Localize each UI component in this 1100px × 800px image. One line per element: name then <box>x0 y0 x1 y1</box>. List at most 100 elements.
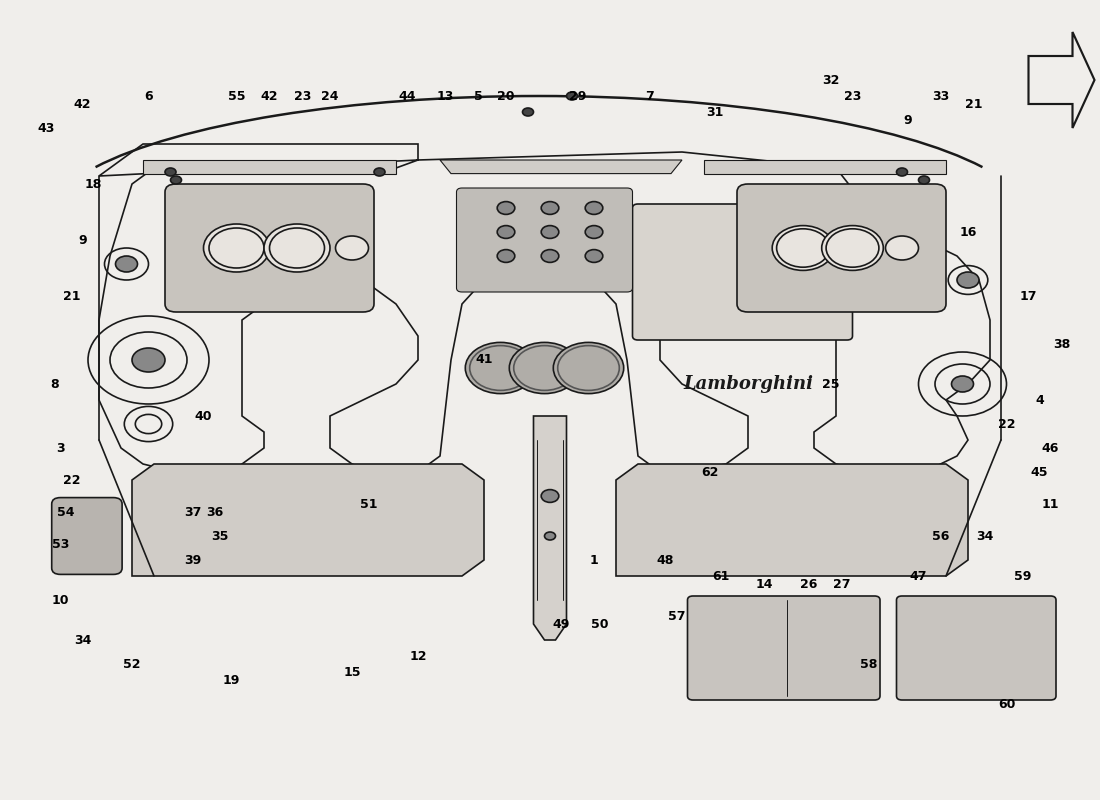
FancyBboxPatch shape <box>165 184 374 312</box>
Circle shape <box>497 250 515 262</box>
Text: 26: 26 <box>800 578 817 590</box>
Text: 10: 10 <box>52 594 69 606</box>
Text: 4: 4 <box>1035 394 1044 406</box>
Text: 57: 57 <box>668 610 685 622</box>
Text: 43: 43 <box>37 122 55 134</box>
Circle shape <box>585 250 603 262</box>
Text: 23: 23 <box>844 90 861 102</box>
Text: 6: 6 <box>144 90 153 102</box>
FancyBboxPatch shape <box>737 184 946 312</box>
Polygon shape <box>704 160 946 174</box>
Circle shape <box>918 176 930 184</box>
Text: 38: 38 <box>1053 338 1070 350</box>
Circle shape <box>585 226 603 238</box>
Circle shape <box>374 168 385 176</box>
Text: 9: 9 <box>78 234 87 246</box>
Text: 60: 60 <box>998 698 1015 710</box>
Text: 18: 18 <box>85 178 102 190</box>
Polygon shape <box>616 464 968 576</box>
Text: 25: 25 <box>822 378 839 390</box>
Text: 36: 36 <box>206 506 223 518</box>
Circle shape <box>541 202 559 214</box>
Text: 51: 51 <box>360 498 377 510</box>
Polygon shape <box>534 416 566 640</box>
Text: 11: 11 <box>1042 498 1059 510</box>
Text: 12: 12 <box>409 650 427 662</box>
Text: 29: 29 <box>569 90 586 102</box>
Text: 15: 15 <box>343 666 361 678</box>
Text: 21: 21 <box>63 290 80 302</box>
Text: 7: 7 <box>645 90 653 102</box>
Text: 50: 50 <box>591 618 608 630</box>
Circle shape <box>264 224 330 272</box>
Text: 17: 17 <box>1020 290 1037 302</box>
Text: 48: 48 <box>657 554 674 566</box>
Text: 23: 23 <box>294 90 311 102</box>
Circle shape <box>116 256 138 272</box>
Circle shape <box>772 226 834 270</box>
Circle shape <box>952 376 974 392</box>
FancyBboxPatch shape <box>896 596 1056 700</box>
Text: 44: 44 <box>398 90 416 102</box>
Text: 42: 42 <box>261 90 278 102</box>
Text: 27: 27 <box>833 578 850 590</box>
Text: 19: 19 <box>222 674 240 686</box>
Circle shape <box>544 532 556 540</box>
Text: 31: 31 <box>706 106 724 118</box>
Circle shape <box>822 226 883 270</box>
Text: 56: 56 <box>932 530 949 542</box>
Polygon shape <box>132 464 484 576</box>
Circle shape <box>132 348 165 372</box>
Circle shape <box>170 176 182 184</box>
FancyBboxPatch shape <box>52 498 122 574</box>
Circle shape <box>165 168 176 176</box>
Text: 35: 35 <box>211 530 229 542</box>
Text: 62: 62 <box>701 466 718 478</box>
Text: 1: 1 <box>590 554 598 566</box>
Text: 34: 34 <box>976 530 993 542</box>
Text: 8: 8 <box>51 378 59 390</box>
Text: 33: 33 <box>932 90 949 102</box>
Text: 52: 52 <box>123 658 141 670</box>
Text: 13: 13 <box>437 90 454 102</box>
Text: 24: 24 <box>321 90 339 102</box>
Text: 46: 46 <box>1042 442 1059 454</box>
Circle shape <box>522 108 534 116</box>
Circle shape <box>509 342 580 394</box>
Text: 47: 47 <box>910 570 927 582</box>
Circle shape <box>886 236 918 260</box>
Circle shape <box>896 168 907 176</box>
Text: 49: 49 <box>552 618 570 630</box>
Text: 9: 9 <box>903 114 912 126</box>
FancyBboxPatch shape <box>456 188 632 292</box>
Circle shape <box>541 226 559 238</box>
Text: 32: 32 <box>822 74 839 86</box>
Circle shape <box>497 202 515 214</box>
Text: 3: 3 <box>56 442 65 454</box>
Circle shape <box>541 490 559 502</box>
Circle shape <box>566 92 578 100</box>
Circle shape <box>497 226 515 238</box>
Text: 40: 40 <box>195 410 212 422</box>
Text: 58: 58 <box>860 658 878 670</box>
Text: 61: 61 <box>712 570 729 582</box>
Text: 54: 54 <box>57 506 75 518</box>
Polygon shape <box>440 160 682 174</box>
Text: 59: 59 <box>1014 570 1032 582</box>
Circle shape <box>541 250 559 262</box>
FancyBboxPatch shape <box>688 596 880 700</box>
Text: 34: 34 <box>74 634 91 646</box>
Polygon shape <box>143 160 396 174</box>
Text: 37: 37 <box>184 506 201 518</box>
Text: 22: 22 <box>998 418 1015 430</box>
Circle shape <box>553 342 624 394</box>
Circle shape <box>465 342 536 394</box>
Circle shape <box>585 202 603 214</box>
Text: 16: 16 <box>959 226 977 238</box>
Text: 5: 5 <box>474 90 483 102</box>
Text: 45: 45 <box>1031 466 1048 478</box>
Text: 53: 53 <box>52 538 69 550</box>
Text: 20: 20 <box>497 90 515 102</box>
Circle shape <box>204 224 270 272</box>
Text: 21: 21 <box>965 98 982 110</box>
